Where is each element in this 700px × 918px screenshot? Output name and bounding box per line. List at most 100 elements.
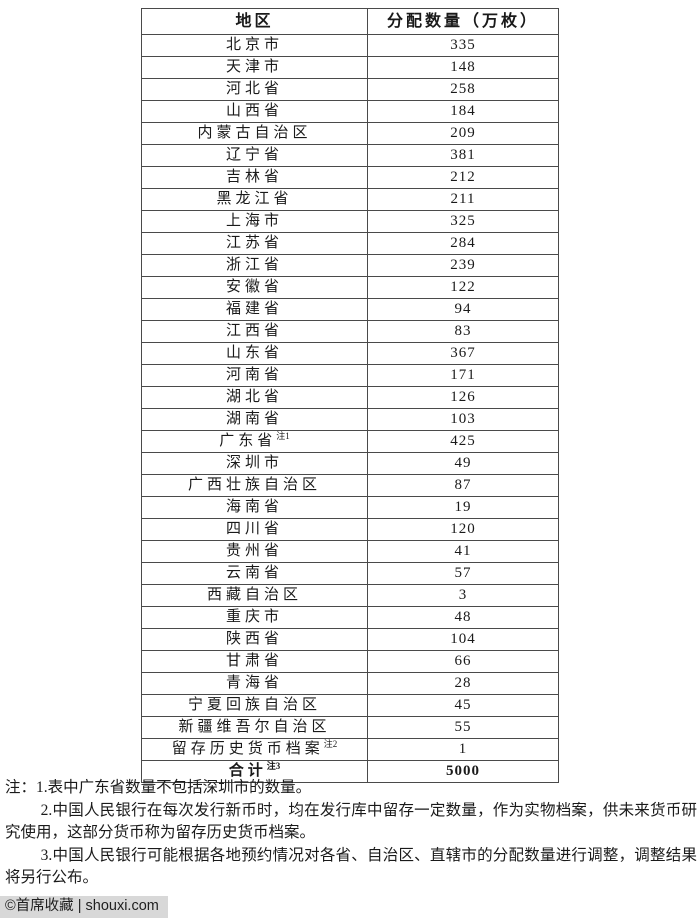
- table-row: 留存历史货币档案注2 1: [141, 738, 559, 761]
- amount-cell: 211: [367, 188, 559, 211]
- region-name: 西藏自治区: [206, 587, 302, 603]
- region-name: 四川省: [225, 521, 283, 537]
- region-name: 云南省: [225, 565, 283, 581]
- amount-cell: 104: [367, 628, 559, 651]
- region-name: 浙江省: [225, 257, 283, 273]
- table-row: 海南省 19: [141, 496, 559, 519]
- table-footer: 合计注3 5000: [141, 760, 559, 783]
- total-label-cell: 合计注3: [141, 760, 368, 783]
- amount-cell: 3: [367, 584, 559, 607]
- amount-cell: 28: [367, 672, 559, 695]
- region-cell: 广西壮族自治区: [141, 474, 368, 497]
- region-name: 海南省: [225, 499, 283, 515]
- footnote-2: 2.中国人民银行在每次发行新币时，均在发行库中留存一定数量，作为实物档案，供未来…: [5, 801, 697, 842]
- table-row: 湖南省 103: [141, 408, 559, 431]
- total-label: 合计: [228, 763, 267, 779]
- region-name: 河北省: [225, 81, 283, 97]
- amount-cell: 381: [367, 144, 559, 167]
- region-name: 广东省: [219, 433, 277, 449]
- amount-cell: 212: [367, 166, 559, 189]
- region-cell: 浙江省: [141, 254, 368, 277]
- region-name: 湖北省: [225, 389, 283, 405]
- table-header: 地区 分配数量（万枚）: [141, 8, 559, 35]
- amount-cell: 83: [367, 320, 559, 343]
- region-name: 宁夏回族自治区: [187, 697, 321, 713]
- region-cell: 江西省: [141, 320, 368, 343]
- table-row: 广西壮族自治区 87: [141, 474, 559, 497]
- amount-cell: 120: [367, 518, 559, 541]
- region-cell: 深圳市: [141, 452, 368, 475]
- region-cell: 宁夏回族自治区: [141, 694, 368, 717]
- amount-cell: 284: [367, 232, 559, 255]
- table-row: 新疆维吾尔自治区 55: [141, 716, 559, 739]
- table-row: 江西省 83: [141, 320, 559, 343]
- amount-cell: 367: [367, 342, 559, 365]
- table-row: 黑龙江省 211: [141, 188, 559, 211]
- table-row: 辽宁省 381: [141, 144, 559, 167]
- region-name: 陕西省: [225, 631, 283, 647]
- region-cell: 黑龙江省: [141, 188, 368, 211]
- amount-cell: 171: [367, 364, 559, 387]
- table-body: 北京市 335 天津市 148 河北省 258 山西省 184 内蒙古自治区 2…: [141, 34, 559, 761]
- header-row: 地区 分配数量（万枚）: [141, 8, 559, 35]
- table-row: 江苏省 284: [141, 232, 559, 255]
- table-row: 云南省 57: [141, 562, 559, 585]
- footnote-marker: 注1: [276, 431, 290, 441]
- region-cell: 贵州省: [141, 540, 368, 563]
- region-cell: 重庆市: [141, 606, 368, 629]
- region-cell: 甘肃省: [141, 650, 368, 673]
- footnote-marker: 注2: [323, 739, 338, 749]
- amount-cell: 425: [367, 430, 559, 453]
- amount-cell: 258: [367, 78, 559, 101]
- region-cell: 内蒙古自治区: [141, 122, 368, 145]
- amount-cell: 49: [367, 452, 559, 475]
- region-cell: 青海省: [141, 672, 368, 695]
- amount-cell: 41: [367, 540, 559, 563]
- region-cell: 海南省: [141, 496, 368, 519]
- region-name: 甘肃省: [225, 653, 283, 669]
- table-row: 宁夏回族自治区 45: [141, 694, 559, 717]
- region-cell: 湖北省: [141, 386, 368, 409]
- region-name: 山东省: [225, 345, 283, 361]
- table-row: 广东省注1 425: [141, 430, 559, 453]
- amount-cell: 335: [367, 34, 559, 57]
- region-cell: 四川省: [141, 518, 368, 541]
- region-name: 青海省: [225, 675, 283, 691]
- footnote-1: 注：1.表中广东省数量不包括深圳市的数量。: [5, 779, 312, 796]
- region-name: 江西省: [225, 323, 283, 339]
- table-row: 河南省 171: [141, 364, 559, 387]
- table-row: 西藏自治区 3: [141, 584, 559, 607]
- region-name: 深圳市: [225, 455, 283, 471]
- amount-cell: 209: [367, 122, 559, 145]
- region-cell: 山西省: [141, 100, 368, 123]
- region-name: 安徽省: [225, 279, 283, 295]
- footnote-marker-3: 注3: [266, 761, 281, 771]
- region-cell: 湖南省: [141, 408, 368, 431]
- table-row: 山东省 367: [141, 342, 559, 365]
- region-cell: 云南省: [141, 562, 368, 585]
- amount-cell: 1: [367, 738, 559, 761]
- region-cell: 辽宁省: [141, 144, 368, 167]
- region-cell: 福建省: [141, 298, 368, 321]
- region-cell: 北京市: [141, 34, 368, 57]
- region-cell: 留存历史货币档案注2: [141, 738, 368, 761]
- amount-cell: 103: [367, 408, 559, 431]
- amount-cell: 126: [367, 386, 559, 409]
- region-name: 黑龙江省: [216, 191, 293, 207]
- region-name: 河南省: [225, 367, 283, 383]
- amount-cell: 94: [367, 298, 559, 321]
- column-header-amount: 分配数量（万枚）: [367, 8, 559, 35]
- amount-cell: 122: [367, 276, 559, 299]
- amount-cell: 325: [367, 210, 559, 233]
- table-row: 贵州省 41: [141, 540, 559, 563]
- region-cell: 河北省: [141, 78, 368, 101]
- region-cell: 广东省注1: [141, 430, 368, 453]
- table-row: 河北省 258: [141, 78, 559, 101]
- amount-cell: 184: [367, 100, 559, 123]
- region-name: 贵州省: [225, 543, 283, 559]
- total-row: 合计注3 5000: [141, 760, 559, 783]
- table-row: 福建省 94: [141, 298, 559, 321]
- amount-cell: 55: [367, 716, 559, 739]
- region-name: 新疆维吾尔自治区: [178, 719, 331, 735]
- table-row: 四川省 120: [141, 518, 559, 541]
